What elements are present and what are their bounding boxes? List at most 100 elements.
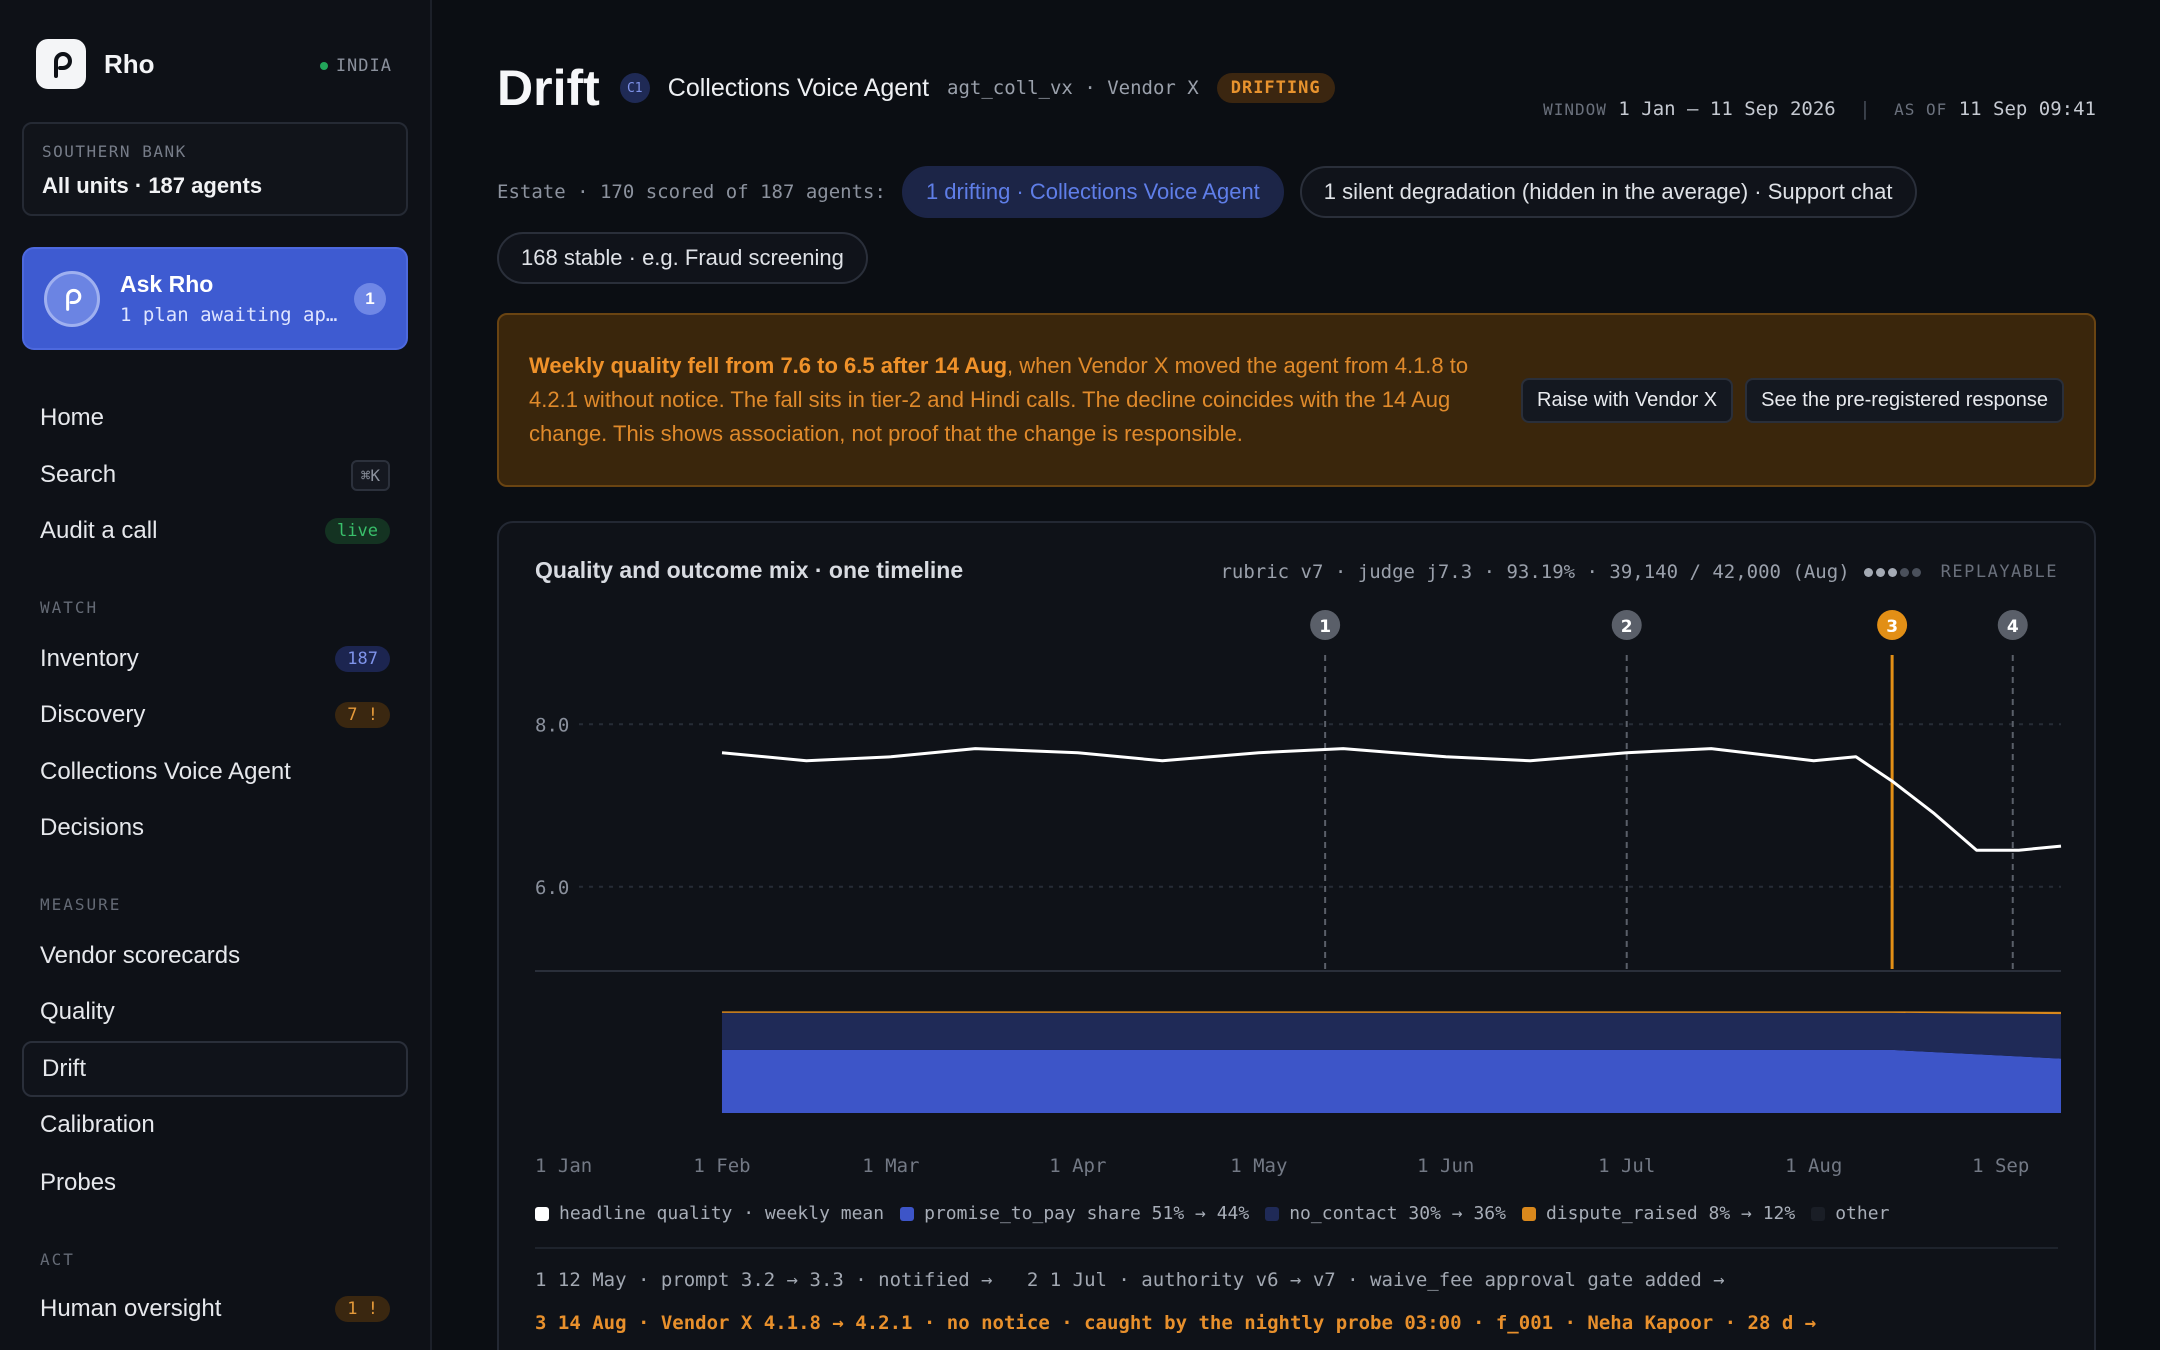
window-info: WINDOW 1 Jan – 11 Sep 2026 | AS OF 11 Se… bbox=[1543, 98, 2096, 120]
raise-with-vendor-button[interactable]: Raise with Vendor X bbox=[1521, 377, 1734, 423]
dispute-raised-area bbox=[721, 1011, 2061, 1015]
alert-headline: Weekly quality fell from 7.6 to 6.5 afte… bbox=[529, 353, 1008, 378]
section-measure: MEASURE bbox=[40, 895, 122, 914]
asof-value: 11 Sep 09:41 bbox=[1958, 98, 2096, 120]
x-tick-label: 1 Apr bbox=[1049, 1155, 1106, 1177]
promise-to-pay-area bbox=[721, 1049, 2061, 1113]
pre-registered-response-button[interactable]: See the pre-registered response bbox=[1745, 377, 2064, 423]
agent-meta: agt_coll_vx · Vendor X bbox=[947, 77, 1199, 99]
org-switcher[interactable]: SOUTHERN BANK All units · 187 agents bbox=[22, 122, 408, 216]
rho-avatar-icon bbox=[44, 270, 100, 327]
nav-discovery[interactable]: Discovery 7 ! bbox=[22, 687, 408, 743]
brand[interactable]: Rho bbox=[36, 39, 155, 89]
ask-rho-subtitle: 1 plan awaiting approval bbox=[120, 304, 340, 326]
nav-decisions-label: Decisions bbox=[40, 814, 145, 841]
legend-promise-label: promise_to_pay share 51% → 44% bbox=[924, 1203, 1250, 1224]
sidebar: Rho INDIA SOUTHERN BANK All units · 187 … bbox=[0, 0, 432, 1350]
x-tick-label: 1 Aug bbox=[1785, 1155, 1842, 1177]
event-marker-label: 2 bbox=[1621, 617, 1633, 637]
org-value: All units · 187 agents bbox=[42, 173, 263, 198]
x-tick-label: 1 Mar bbox=[862, 1155, 919, 1177]
alert-body: , when Vendor X moved the agent from 4.1… bbox=[529, 353, 1469, 446]
section-watch: WATCH bbox=[40, 598, 99, 617]
alert-text: Weekly quality fell from 7.6 to 6.5 afte… bbox=[529, 349, 1469, 451]
ask-rho-button[interactable]: Ask Rho 1 plan awaiting approval 1 bbox=[22, 247, 408, 350]
x-tick-label: 1 Sep bbox=[1972, 1155, 2029, 1177]
x-tick-label: 1 Jul bbox=[1598, 1155, 1655, 1177]
x-tick-label: 1 Jun bbox=[1417, 1155, 1474, 1177]
legend-nocontact-swatch bbox=[1265, 1206, 1280, 1221]
legend-quality-swatch bbox=[535, 1206, 549, 1221]
nav-vendor-scorecards[interactable]: Vendor scorecards bbox=[22, 928, 408, 984]
nav-calibration[interactable]: Calibration bbox=[22, 1097, 408, 1153]
chip-stable[interactable]: 168 stable · e.g. Fraud screening bbox=[497, 232, 868, 284]
region-label: INDIA bbox=[335, 56, 392, 76]
event-marker-circle bbox=[1310, 610, 1341, 640]
live-badge: live bbox=[325, 518, 390, 544]
timeline-chart: 8.0 6.0 1 2 3 4 1 Jan 1 Feb 1 Mar 1 Apr 1 May 1 Jun… bbox=[535, 610, 2062, 1177]
nav-search-label: Search bbox=[40, 461, 117, 488]
inventory-count-badge: 187 bbox=[335, 646, 390, 672]
nav-audit[interactable]: Audit a call live bbox=[22, 503, 408, 559]
nav-decisions[interactable]: Decisions bbox=[22, 800, 408, 856]
legend-quality-label: headline quality · weekly mean bbox=[559, 1203, 885, 1224]
nav-probes-label: Probes bbox=[40, 1169, 117, 1196]
asof-label: AS OF bbox=[1894, 100, 1948, 119]
chip-silent-degradation[interactable]: 1 silent degradation (hidden in the aver… bbox=[1299, 166, 1917, 218]
estate-summary: Estate · 170 scored of 187 agents: 1 dri… bbox=[497, 166, 2117, 284]
nav-search[interactable]: Search ⌘K bbox=[22, 447, 408, 503]
event-note-3[interactable]: 3 14 Aug · Vendor X 4.1.8 → 4.2.1 · no n… bbox=[535, 1312, 1817, 1334]
event-notes: 1 12 May · prompt 3.2 → 3.3 · notified →… bbox=[535, 1259, 1816, 1345]
event-marker-label: 4 bbox=[2007, 617, 2019, 637]
nav-audit-label: Audit a call bbox=[40, 517, 158, 544]
nav-drift[interactable]: Drift bbox=[22, 1041, 408, 1097]
nav-vendor-label: Vendor scorecards bbox=[40, 942, 241, 969]
nav-human-oversight[interactable]: Human oversight 1 ! bbox=[22, 1281, 408, 1337]
nav-quality[interactable]: Quality bbox=[22, 984, 408, 1040]
nav-home-label: Home bbox=[40, 404, 105, 431]
nav-drift-label: Drift bbox=[42, 1055, 86, 1082]
nav-inventory[interactable]: Inventory 187 bbox=[22, 631, 408, 687]
event-marker-label: 1 bbox=[1319, 617, 1331, 637]
main-content: Drift C1 Collections Voice Agent agt_col… bbox=[433, 0, 2160, 1350]
page-header: Drift C1 Collections Voice Agent agt_col… bbox=[497, 58, 1335, 118]
event-marker-circle bbox=[1997, 610, 2028, 640]
event-note-2[interactable]: 2 1 Jul · authority v6 → v7 · waive_fee … bbox=[1026, 1269, 1725, 1291]
ask-rho-badge: 1 bbox=[354, 282, 386, 315]
legend-nocontact: no_contact 30% → 36% bbox=[1265, 1203, 1506, 1224]
legend-promise-swatch bbox=[900, 1206, 915, 1221]
nav-collections-agent[interactable]: Collections Voice Agent bbox=[22, 744, 408, 800]
nav-oversight-label: Human oversight bbox=[40, 1295, 222, 1322]
replayable-label[interactable]: REPLAYABLE bbox=[1940, 562, 2058, 582]
legend-dispute-label: dispute_raised 8% → 12% bbox=[1545, 1203, 1796, 1224]
window-value: 1 Jan – 11 Sep 2026 bbox=[1618, 98, 1836, 120]
rho-logo-icon bbox=[36, 39, 86, 89]
nav-probes[interactable]: Probes bbox=[22, 1155, 408, 1211]
x-tick-label: 1 May bbox=[1230, 1155, 1287, 1177]
timeline-card: Quality and outcome mix · one timeline r… bbox=[497, 521, 2096, 1350]
legend-promise: promise_to_pay share 51% → 44% bbox=[900, 1203, 1249, 1224]
quality-line bbox=[721, 747, 2062, 852]
region-indicator: INDIA bbox=[319, 56, 392, 76]
nav-home[interactable]: Home bbox=[22, 390, 408, 446]
brand-name: Rho bbox=[104, 48, 155, 79]
judge-meta: rubric v7 · judge j7.3 · 93.19% · 39,140… bbox=[1220, 561, 1850, 583]
status-dot-icon bbox=[319, 62, 328, 70]
class-badge: C1 bbox=[619, 73, 650, 103]
x-tick-label: 1 Feb bbox=[693, 1155, 750, 1177]
divider bbox=[535, 1247, 2058, 1249]
event-note-1[interactable]: 1 12 May · prompt 3.2 → 3.3 · notified → bbox=[535, 1269, 993, 1291]
nav-quality-label: Quality bbox=[40, 998, 115, 1025]
ask-rho-title: Ask Rho bbox=[120, 271, 214, 297]
nav-discovery-label: Discovery bbox=[40, 701, 146, 728]
window-label: WINDOW bbox=[1543, 100, 1607, 119]
agent-name[interactable]: Collections Voice Agent bbox=[667, 73, 930, 102]
card-meta: rubric v7 · judge j7.3 · 93.19% · 39,140… bbox=[1220, 561, 2058, 583]
coverage-dots-icon bbox=[1863, 567, 1921, 577]
nav-calibration-label: Calibration bbox=[40, 1111, 155, 1138]
discovery-alert-badge: 7 ! bbox=[335, 702, 390, 728]
chip-drifting[interactable]: 1 drifting · Collections Voice Agent bbox=[901, 166, 1284, 218]
estate-label: Estate · 170 scored of 187 agents: bbox=[497, 181, 886, 203]
legend-other: other bbox=[1811, 1203, 1889, 1224]
org-label: SOUTHERN BANK bbox=[42, 142, 187, 161]
